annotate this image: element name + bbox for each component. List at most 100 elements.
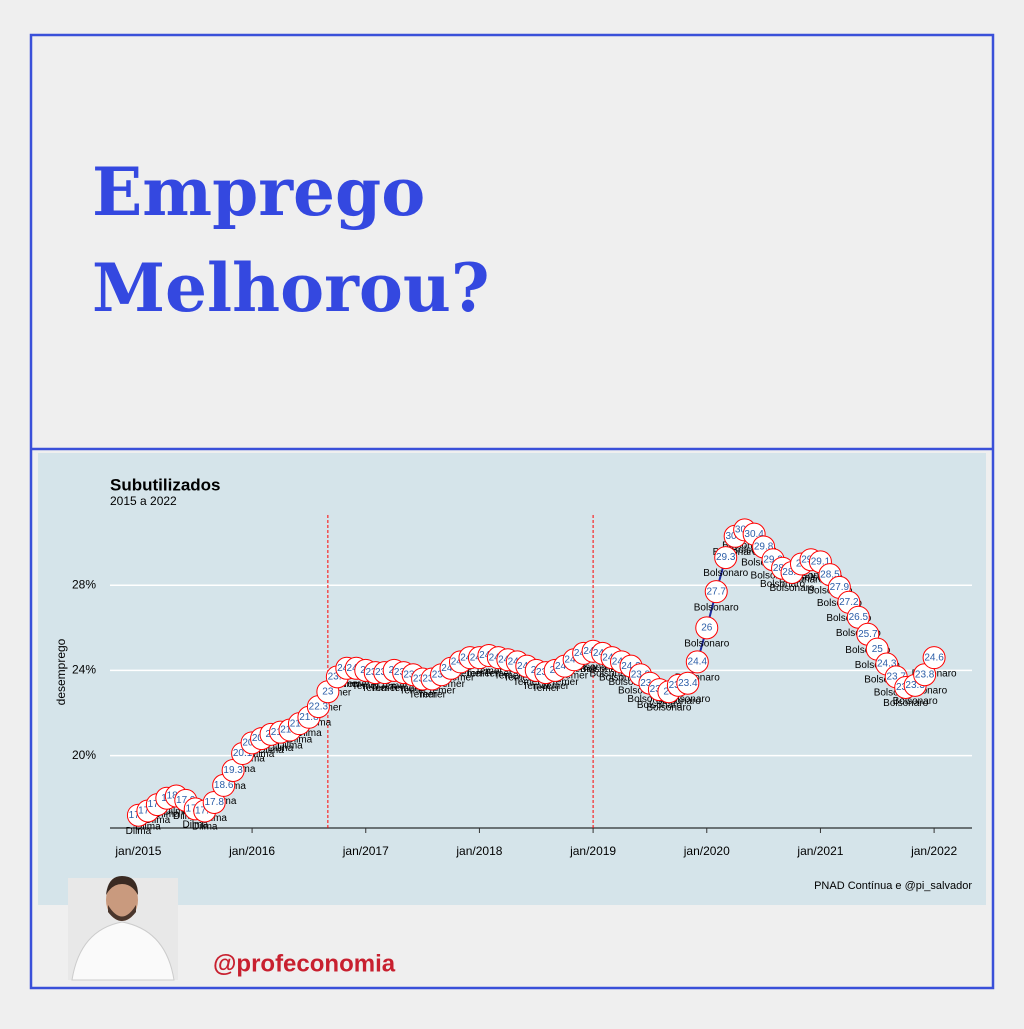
point-label: Temer bbox=[447, 673, 475, 684]
point-label: Temer bbox=[532, 683, 560, 694]
point-label: Temer bbox=[494, 670, 522, 681]
point-label: Temer bbox=[551, 677, 579, 688]
point-label: Bolsonaro bbox=[646, 702, 691, 713]
data-label: 26.5 bbox=[849, 612, 869, 623]
data-label: 29.1 bbox=[811, 556, 831, 567]
x-tick-label: jan/2022 bbox=[910, 844, 957, 858]
x-tick-label: jan/2018 bbox=[455, 844, 502, 858]
point-label: Bolsonaro bbox=[883, 698, 928, 709]
data-label: 21.8 bbox=[299, 712, 319, 723]
y-tick-label: 28% bbox=[72, 577, 96, 591]
point-label: Temer bbox=[418, 690, 446, 701]
point bbox=[714, 546, 738, 570]
point-label: Dilma bbox=[277, 741, 303, 752]
point-label: Temer bbox=[522, 681, 550, 692]
data-label: 22.3 bbox=[309, 701, 329, 712]
data-label: 29.2 bbox=[763, 554, 783, 565]
point-label: Bolsonaro bbox=[694, 602, 739, 613]
data-label: 28.6 bbox=[782, 567, 802, 578]
point-label: Dilma bbox=[154, 809, 180, 820]
point-label: Temer bbox=[437, 679, 465, 690]
point-label: Temer bbox=[342, 679, 370, 690]
point-label: Bolsonaro bbox=[618, 685, 663, 696]
point-label: Bolsonaro bbox=[608, 677, 653, 688]
point-label: Bolsonaro bbox=[627, 694, 672, 705]
point-label: Temer bbox=[333, 679, 361, 690]
data-label: 24.3 bbox=[877, 659, 897, 670]
point-label: Bolsonaro bbox=[656, 696, 701, 707]
photo bbox=[68, 876, 178, 981]
point-label: Temer bbox=[513, 677, 541, 688]
point-label: Temer bbox=[560, 670, 588, 681]
data-label: 30.4 bbox=[744, 529, 764, 540]
data-label: 23.7 bbox=[886, 671, 906, 682]
data-label: 23.8 bbox=[915, 669, 935, 680]
point-label: Dilma bbox=[126, 826, 152, 837]
point-label: Dilma bbox=[173, 811, 199, 822]
point-label: Temer bbox=[570, 664, 598, 675]
point-label: Temer bbox=[371, 683, 399, 694]
point-label: Dilma bbox=[135, 822, 161, 833]
x-tick-label: jan/2021 bbox=[796, 844, 843, 858]
x-tick-label: jan/2015 bbox=[114, 844, 161, 858]
data-label: 25.7 bbox=[858, 629, 878, 640]
data-label: 23 bbox=[322, 686, 334, 697]
point-label: Temer bbox=[503, 673, 531, 684]
data-label: 29.8 bbox=[754, 542, 774, 553]
data-label: 27.7 bbox=[707, 586, 727, 597]
point-label: Temer bbox=[361, 683, 389, 694]
data-label: 23.8 bbox=[631, 669, 651, 680]
data-label: 27.9 bbox=[830, 582, 850, 593]
data-label: 19.3 bbox=[223, 765, 243, 776]
point-label: Temer bbox=[466, 668, 494, 679]
y-tick-label: 24% bbox=[72, 663, 96, 677]
point bbox=[922, 646, 946, 670]
data-label: 25 bbox=[872, 644, 884, 655]
point-label: Temer bbox=[456, 668, 484, 679]
point-label: Dilma bbox=[201, 813, 227, 824]
y-tick-label: 20% bbox=[72, 748, 96, 762]
point-label: Dilma bbox=[287, 734, 313, 745]
point-label: Bolsonaro bbox=[779, 575, 824, 586]
point-label: Dilma bbox=[296, 728, 322, 739]
points: DilmaDilmaDilmaDilmaDilmaDilmaDilmaDilma… bbox=[126, 518, 957, 837]
point-label: Bolsonaro bbox=[684, 638, 729, 649]
point-label: Bolsonaro bbox=[770, 583, 815, 594]
point-label: Temer bbox=[390, 683, 418, 694]
point-label: Bolsonaro bbox=[760, 579, 805, 590]
point bbox=[695, 616, 719, 640]
data-label: 24.6 bbox=[924, 652, 944, 663]
hair bbox=[106, 876, 138, 895]
point-label: Temer bbox=[409, 690, 437, 701]
head bbox=[106, 879, 138, 921]
headline: Melhorou? bbox=[92, 249, 490, 327]
point-label: Dilma bbox=[268, 743, 294, 754]
shirt bbox=[71, 921, 175, 981]
point-label: Bolsonaro bbox=[751, 570, 796, 581]
point-label: Temer bbox=[399, 685, 427, 696]
data-label: 26 bbox=[701, 622, 713, 633]
chart-panel bbox=[38, 453, 986, 905]
point-label: Bolsonaro bbox=[893, 696, 938, 707]
point-label: Temer bbox=[484, 668, 512, 679]
point-label: Bolsonaro bbox=[599, 673, 644, 684]
point-label: Temer bbox=[428, 685, 456, 696]
handle: @profeconomia bbox=[213, 950, 396, 977]
point bbox=[704, 580, 728, 604]
point-label: Bolsonaro bbox=[637, 700, 682, 711]
point bbox=[685, 650, 709, 674]
x-tick-label: jan/2017 bbox=[342, 844, 389, 858]
point-label: Bolsonaro bbox=[722, 541, 767, 552]
data-label: 24.2 bbox=[621, 661, 641, 672]
y-axis-title: desemprego bbox=[54, 638, 68, 705]
point-label: Bolsonaro bbox=[788, 570, 833, 581]
x-tick-label: jan/2016 bbox=[228, 844, 275, 858]
chart-title: Subutilizados bbox=[110, 475, 221, 494]
data-label: 18.6 bbox=[214, 780, 234, 791]
point-label: Dilma bbox=[145, 815, 171, 826]
data-label: 17.8 bbox=[204, 797, 224, 808]
chart-subtitle: 2015 a 2022 bbox=[110, 494, 177, 508]
point-label: Dilma bbox=[258, 745, 284, 756]
point-label: Bolsonaro bbox=[571, 662, 616, 673]
point bbox=[676, 671, 700, 695]
